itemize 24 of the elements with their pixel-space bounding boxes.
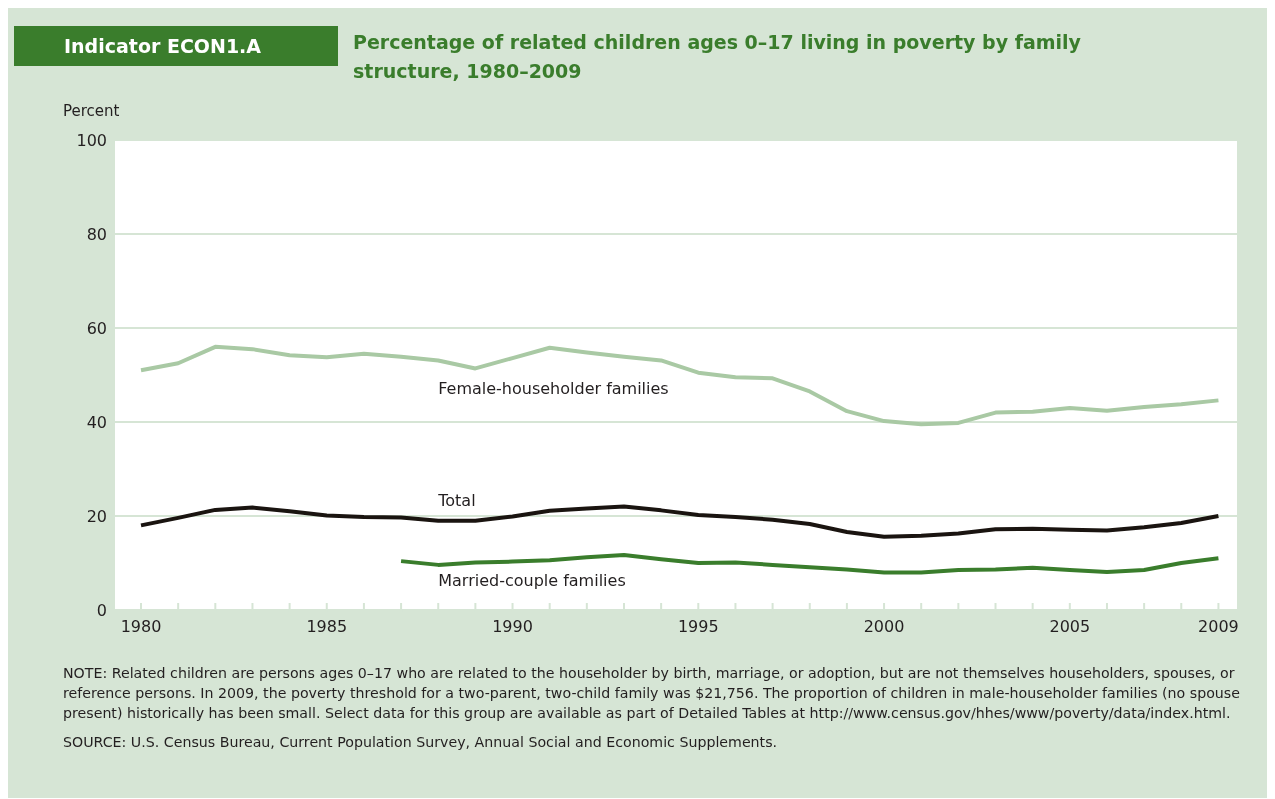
y-axis-title: Percent bbox=[63, 102, 120, 120]
y-tick-label: 80 bbox=[86, 224, 107, 244]
text: NOTE: Related children are persons ages 0–17 who are related to the householder by birth, marriage, or adoption, but are not themselves householders, spouses, or reference persons. In 2009, the poverty threshold for a two-parent, two-child family was $21,756. The proportion of children in male-householder families (no spouse present) historically has been small. Select data for this group are available as part of Detailed Tables at http://www.census.gov/hhes/www/poverty/data/index.html. bbox=[63, 664, 1241, 723]
x-tick-label: 1985 bbox=[306, 617, 348, 636]
x-tick-label: 1995 bbox=[677, 617, 719, 636]
line-series bbox=[139, 504, 1221, 539]
indicator-box: Indicator ECON1.A bbox=[14, 26, 338, 66]
y-tick-label: 100 bbox=[76, 130, 107, 150]
x-tick-label: 1990 bbox=[492, 617, 533, 636]
series-label: Married-couple families bbox=[438, 571, 626, 591]
y-tick-label: 0 bbox=[96, 600, 107, 620]
line-series bbox=[139, 344, 1221, 427]
y-tick-label: 20 bbox=[86, 506, 107, 526]
x-tick-label: 2000 bbox=[863, 617, 905, 636]
x-tick-label: 1980 bbox=[120, 617, 162, 636]
y-tick-label: 40 bbox=[86, 412, 107, 432]
chart-title: Percentage of related children ages 0–17 living in poverty by family structure, 1980–2009 bbox=[353, 30, 1082, 84]
x-tick-label: 2009 bbox=[1198, 617, 1239, 636]
line-series bbox=[399, 553, 1221, 575]
x-tick-label: 2005 bbox=[1049, 617, 1091, 636]
source-note: SOURCE: U.S. Census Bureau, Current Population Survey, Annual Social and Economic Supplements. bbox=[63, 733, 779, 752]
y-tick-label: 60 bbox=[86, 318, 107, 338]
series-label: Female-householder families bbox=[438, 378, 669, 398]
series-label: Total bbox=[437, 491, 476, 511]
